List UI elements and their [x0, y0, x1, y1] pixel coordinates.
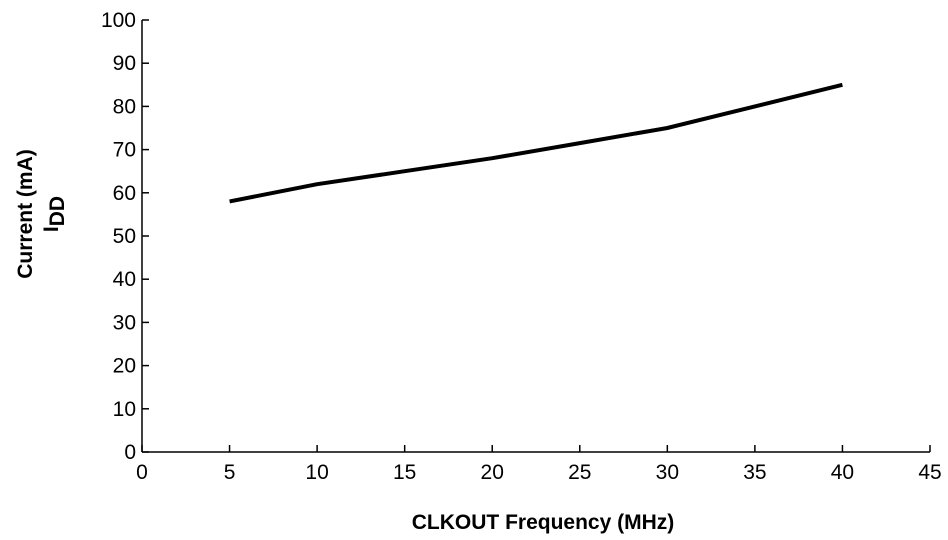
y-axis-title-subscript: DD [46, 196, 69, 226]
y-tick-label: 30 [113, 311, 136, 334]
y-tick-label: 100 [101, 9, 136, 32]
y-axis-ticks: 0 10 20 30 40 50 60 70 80 90 100 [101, 9, 149, 464]
y-tick-label: 10 [113, 398, 136, 421]
series-layer [229, 82, 843, 204]
y-tick-label: 20 [113, 355, 136, 378]
plot-area [141, 20, 930, 453]
y-tick-label: 50 [113, 225, 136, 248]
x-tick-label: 35 [743, 461, 766, 484]
y-axis-title-symbol: I [40, 226, 63, 232]
y-tick-label: 70 [113, 139, 136, 162]
x-tick-label: 20 [481, 461, 504, 484]
x-tick-label: 10 [305, 461, 328, 484]
y-tick-label: 0 [124, 441, 136, 464]
y-axis-title-line1: Current (mA) [14, 149, 37, 279]
x-tick-label: 30 [656, 461, 679, 484]
y-axis-title-line2: IDD [40, 196, 69, 232]
y-tick-label: 40 [113, 268, 136, 291]
x-tick-label: 45 [918, 461, 941, 484]
x-tick-label: 40 [831, 461, 854, 484]
x-tick-label: 25 [568, 461, 591, 484]
x-axis-ticks: 0 5 10 15 20 25 30 35 40 45 [136, 445, 942, 484]
y-tick-label: 80 [113, 95, 136, 118]
y-tick-label: 60 [113, 182, 136, 205]
y-axis-title: Current (mA) IDD [14, 149, 69, 279]
series-line-1 [229, 82, 843, 204]
x-tick-label: 5 [224, 461, 236, 484]
y-tick-label: 90 [113, 52, 136, 75]
x-axis-title: CLKOUT Frequency (MHz) [412, 511, 675, 534]
x-tick-label: 0 [136, 461, 148, 484]
x-tick-label: 15 [393, 461, 416, 484]
